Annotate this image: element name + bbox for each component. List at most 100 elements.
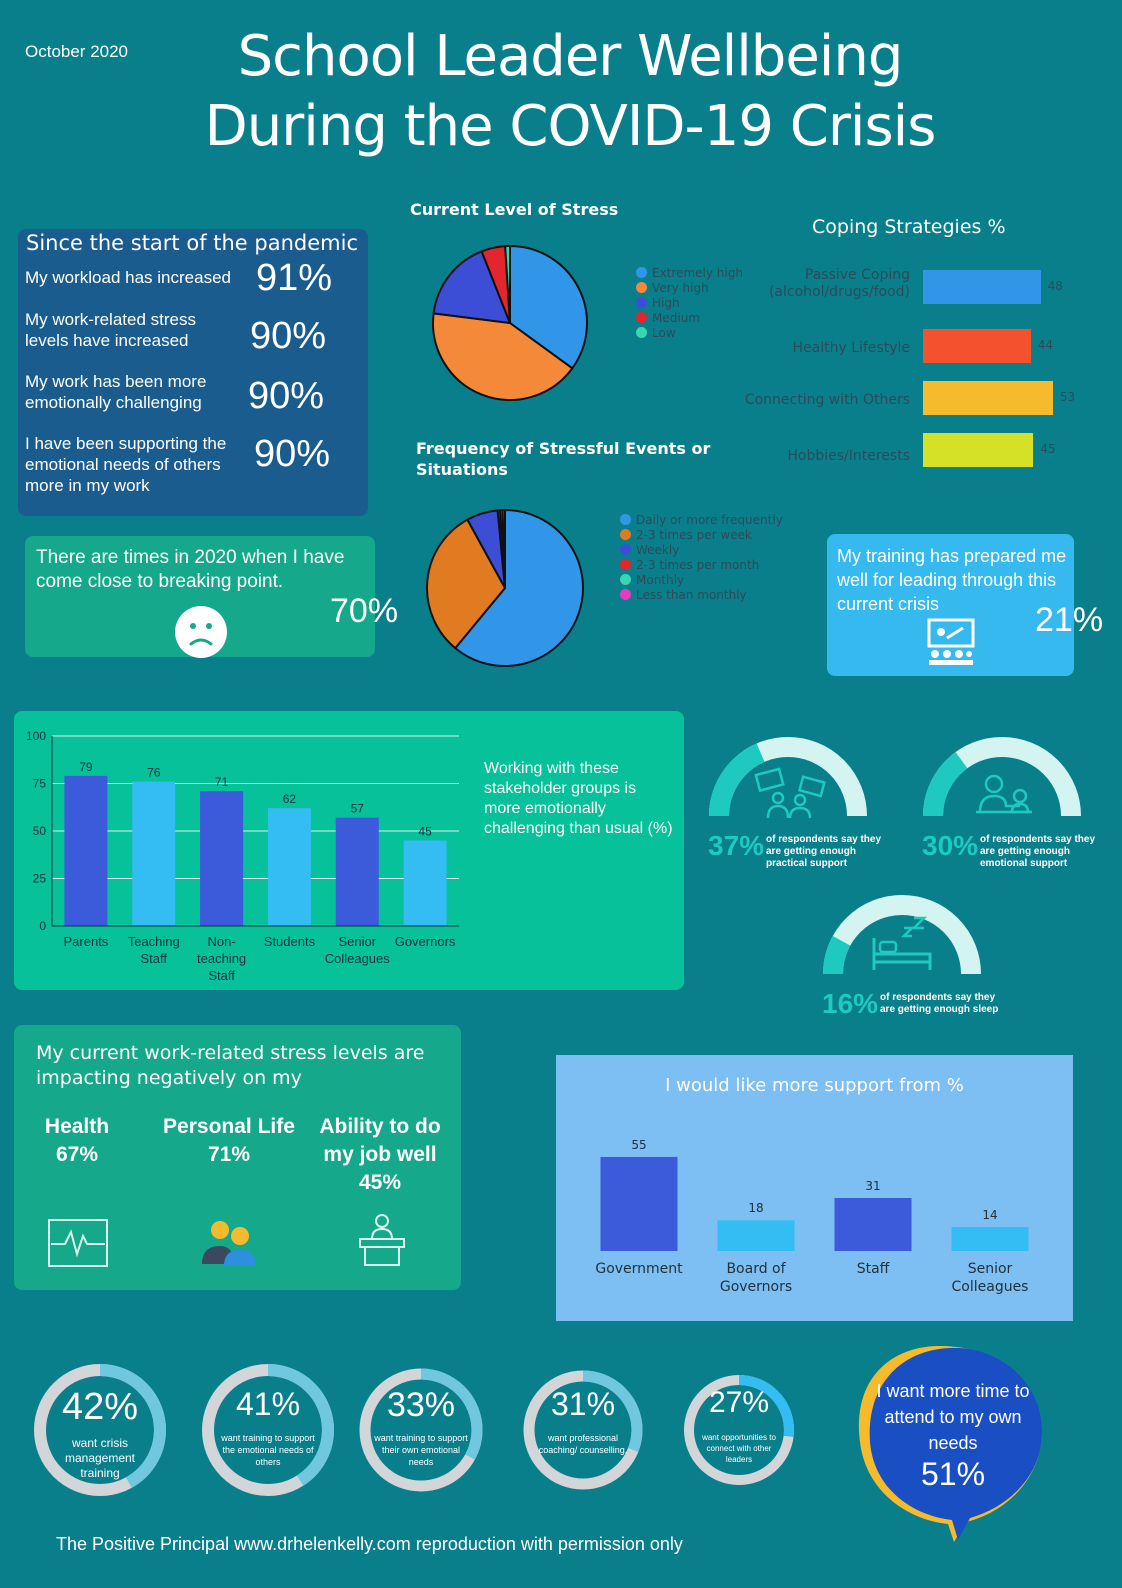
stat-value: 90% — [254, 433, 331, 475]
legend-swatch — [636, 327, 647, 338]
x-tick-label: Government — [595, 1261, 683, 1277]
pandemic-heading: Since the start of the pandemic — [26, 231, 358, 255]
bar-value-label: 31 — [865, 1179, 880, 1193]
ring-5 — [684, 1375, 794, 1485]
support-bar — [717, 1220, 795, 1251]
title-line-2: During the COVID-19 Crisis — [204, 94, 937, 159]
legend-swatch — [636, 282, 647, 293]
legend-entry: Medium — [636, 311, 743, 326]
gauge-1 — [709, 737, 867, 819]
y-tick-label: 75 — [33, 777, 47, 791]
gauge-3 — [823, 895, 981, 975]
ring-text: want training to support their own emoti… — [374, 1433, 468, 1467]
bar-value-label: 62 — [283, 792, 297, 806]
x-tick-label: Governors — [720, 1279, 792, 1295]
own-needs-text: I want more time to attend to my own nee… — [876, 1381, 1030, 1453]
people-icon — [202, 1221, 256, 1266]
coping-bar — [923, 433, 1034, 467]
legend-entry: Monthly — [620, 573, 783, 588]
pandemic-panel: Since the start of the pandemic My workl… — [18, 229, 368, 516]
ring-text: want opportunities to connect with other… — [702, 1433, 776, 1464]
gauge-track — [823, 895, 981, 975]
counselling-icon — [976, 774, 1032, 814]
gauge-fill — [823, 935, 851, 975]
coping-bar — [923, 381, 1053, 415]
x-tick-label: Colleagues — [325, 951, 391, 966]
bar-value-label: 71 — [215, 775, 229, 789]
legend-label: Medium — [652, 311, 700, 325]
coping-label: Healthy Lifestyle — [792, 339, 910, 356]
coping-label: Connecting with Others — [744, 391, 910, 408]
footer-credit: The Positive Principal www.drhelenkelly.… — [56, 1534, 683, 1554]
bar-value-label: 79 — [79, 760, 93, 774]
stakeholder-bar — [335, 817, 379, 926]
legend-entry: 2-3 times per month — [620, 558, 783, 573]
legend-label: 2-3 times per month — [636, 558, 760, 572]
support-bar — [834, 1197, 912, 1251]
coping-bar — [923, 270, 1041, 304]
stat-value: 90% — [248, 375, 325, 417]
breaking-point-panel: There are times in 2020 when I have come… — [25, 536, 375, 658]
x-tick-label: Staff — [140, 951, 167, 966]
legend-label: Weekly — [636, 543, 680, 557]
legend-label: High — [652, 296, 680, 310]
coping-bar — [923, 329, 1031, 363]
y-tick-label: 50 — [33, 824, 47, 838]
ring-fill — [523, 1370, 643, 1490]
coping-value: 53 — [1059, 390, 1076, 404]
gauge-percent: 37% — [708, 830, 765, 861]
coping-value: 45 — [1040, 442, 1056, 456]
ring-2 — [202, 1364, 334, 1496]
pie-slice — [509, 244, 588, 370]
gauge-text: of respondents say they are getting enou… — [880, 992, 999, 1015]
stat-label: My work-related stress levels have incre… — [25, 310, 196, 350]
impact-label: Ability to do my job well — [319, 1115, 441, 1166]
legend-label: Daily or more frequently — [636, 513, 783, 527]
training-text: My training has prepared me well for lea… — [837, 546, 1067, 614]
gauge-text: of respondents say they are getting enou… — [980, 834, 1096, 869]
pie-slice — [426, 518, 507, 650]
y-tick-label: 100 — [26, 729, 46, 743]
coping-chart-title: Coping Strategies % — [812, 216, 1006, 238]
support-bar-chart: 55 Government 18 Board of Governors 31 Staff 14… — [595, 1138, 1029, 1295]
support-bar — [951, 1227, 1029, 1251]
legend-label: Low — [652, 326, 676, 340]
legend-swatch — [636, 312, 647, 323]
impact-value: 71% — [207, 1143, 251, 1166]
stat-label: I have been supporting the emotional nee… — [25, 434, 227, 495]
impact-personal-life: Personal Life 71% — [159, 1113, 299, 1169]
ring-value: 27% — [708, 1386, 770, 1419]
legend-entry: Less than monthly — [620, 588, 783, 603]
impact-value: 67% — [55, 1143, 99, 1166]
legend-label: Less than monthly — [636, 588, 747, 602]
pie-slice — [432, 250, 512, 325]
x-tick-label: Governors — [395, 934, 456, 949]
ring-value: 33% — [386, 1386, 456, 1424]
stress-pie-chart — [432, 244, 588, 401]
legend-swatch — [620, 529, 631, 540]
breaking-point-value: 70% — [330, 592, 399, 630]
impact-panel: My current work-related stress levels ar… — [14, 1025, 461, 1290]
x-tick-label: Senior — [968, 1261, 1013, 1277]
stakeholder-bar — [64, 775, 108, 926]
speech-bubble — [858, 1346, 1043, 1542]
x-tick-label: Teaching — [128, 934, 180, 949]
pie-slice — [453, 508, 584, 667]
coping-label: Hobbies/Interests — [787, 447, 910, 464]
stat-label: My work has been more emotionally challe… — [25, 372, 207, 412]
frequency-chart-title: Frequency of Stressful Events or Situati… — [416, 439, 711, 479]
legend-label: Extremely high — [652, 266, 743, 280]
impact-heading: My current work-related stress levels ar… — [36, 1042, 425, 1089]
stat-label: My workload has increased — [25, 268, 231, 287]
stat-value: 91% — [256, 257, 333, 299]
bar-value-label: 45 — [418, 825, 432, 839]
stakeholder-caption: Working with these stakeholder groups is… — [484, 760, 673, 837]
ring-fill — [34, 1364, 166, 1496]
training-panel: My training has prepared me well for lea… — [827, 534, 1074, 676]
gauge-fill — [709, 743, 765, 817]
coping-label: Passive Coping (alcohol/drugs/food) — [768, 267, 910, 300]
x-tick-label: Parents — [64, 934, 109, 949]
protest-signs-icon — [754, 767, 826, 819]
legend-label: Monthly — [636, 573, 685, 587]
bar-value-label: 14 — [982, 1208, 997, 1222]
